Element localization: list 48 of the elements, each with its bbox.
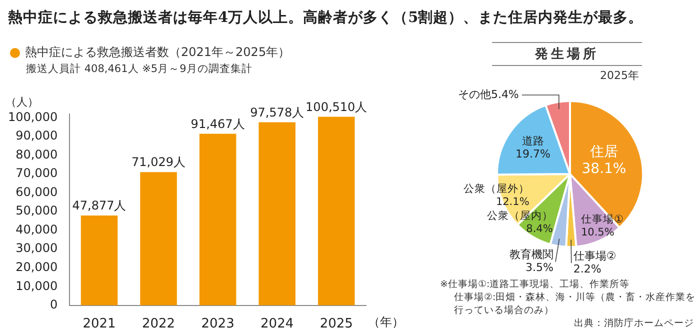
- slice-label: 教育機関: [510, 248, 554, 262]
- x-tick-label: 2022: [142, 316, 176, 332]
- slice-label: 住居: [588, 144, 618, 160]
- text: ※仕事場①:道路工事現場、工場、作業所等: [440, 278, 631, 291]
- slice-label: その他5.4%: [458, 88, 519, 101]
- data-label: 91,467人: [190, 116, 245, 131]
- data-label: 47,877人: [72, 198, 126, 213]
- y-tick-label: 70,000: [16, 166, 58, 180]
- y-tick-label: 10,000: [16, 278, 58, 293]
- data-label: 8.4%: [526, 223, 553, 236]
- data-label: 3.5%: [526, 261, 554, 274]
- y-axis-title: （人）: [6, 95, 38, 108]
- x-tick-label: 2025: [320, 316, 353, 332]
- y-tick-label: 100,000: [8, 110, 58, 124]
- y-tick-label: 20,000: [16, 260, 58, 274]
- text: 搬送人員計 408,461人 ※5月～9月の調査集計: [26, 62, 252, 76]
- x-axis-title: （年）: [368, 315, 404, 330]
- text: 仕事場②:田畑・森林、海・川等（農・畜・水産作業を行っている場合のみ）: [453, 291, 697, 317]
- y-tick-label: 60,000: [16, 184, 58, 199]
- slice-label: 仕事場①: [580, 212, 624, 226]
- chart-title: 熱中症による救急搬送者は毎年4万人以上。高齢者が多く（5割超）、また住居内発生が最多。: [8, 8, 644, 27]
- y-tick-label: 0: [50, 298, 58, 312]
- chart-subtitle: 熱中症による救急搬送者数（2021年～2025年）: [25, 44, 290, 61]
- data-label: 100,510人: [306, 100, 368, 114]
- data-label: 10.5%: [580, 226, 614, 238]
- x-tick-label: 2024: [260, 316, 294, 332]
- y-tick-label: 50,000: [16, 204, 58, 218]
- data-label: 2.2%: [573, 262, 602, 276]
- bar: [140, 172, 177, 306]
- data-label: 38.1%: [582, 160, 626, 177]
- data-label: 97,578人: [250, 105, 304, 120]
- y-tick-label: 40,000: [16, 222, 58, 236]
- bar: [80, 216, 118, 306]
- source-note: 出典：消防庁ホームページ: [573, 317, 695, 330]
- x-tick-label: 2021: [82, 316, 116, 332]
- y-tick-label: 90,000: [16, 128, 58, 143]
- bar: [318, 116, 355, 306]
- bar: [199, 134, 236, 306]
- data-label: 71,029人: [132, 155, 186, 170]
- data-label: 19.7%: [515, 147, 550, 160]
- chart-subtitle: 2025年: [600, 68, 639, 83]
- slice-label: 道路: [522, 134, 544, 148]
- y-tick-label: 80,000: [16, 147, 58, 162]
- x-tick-label: 2023: [201, 316, 234, 332]
- y-tick-label: 30,000: [16, 241, 58, 256]
- chart-title: 発生場所: [492, 42, 642, 66]
- slice-label: 仕事場②: [573, 249, 616, 262]
- bar: [258, 122, 296, 306]
